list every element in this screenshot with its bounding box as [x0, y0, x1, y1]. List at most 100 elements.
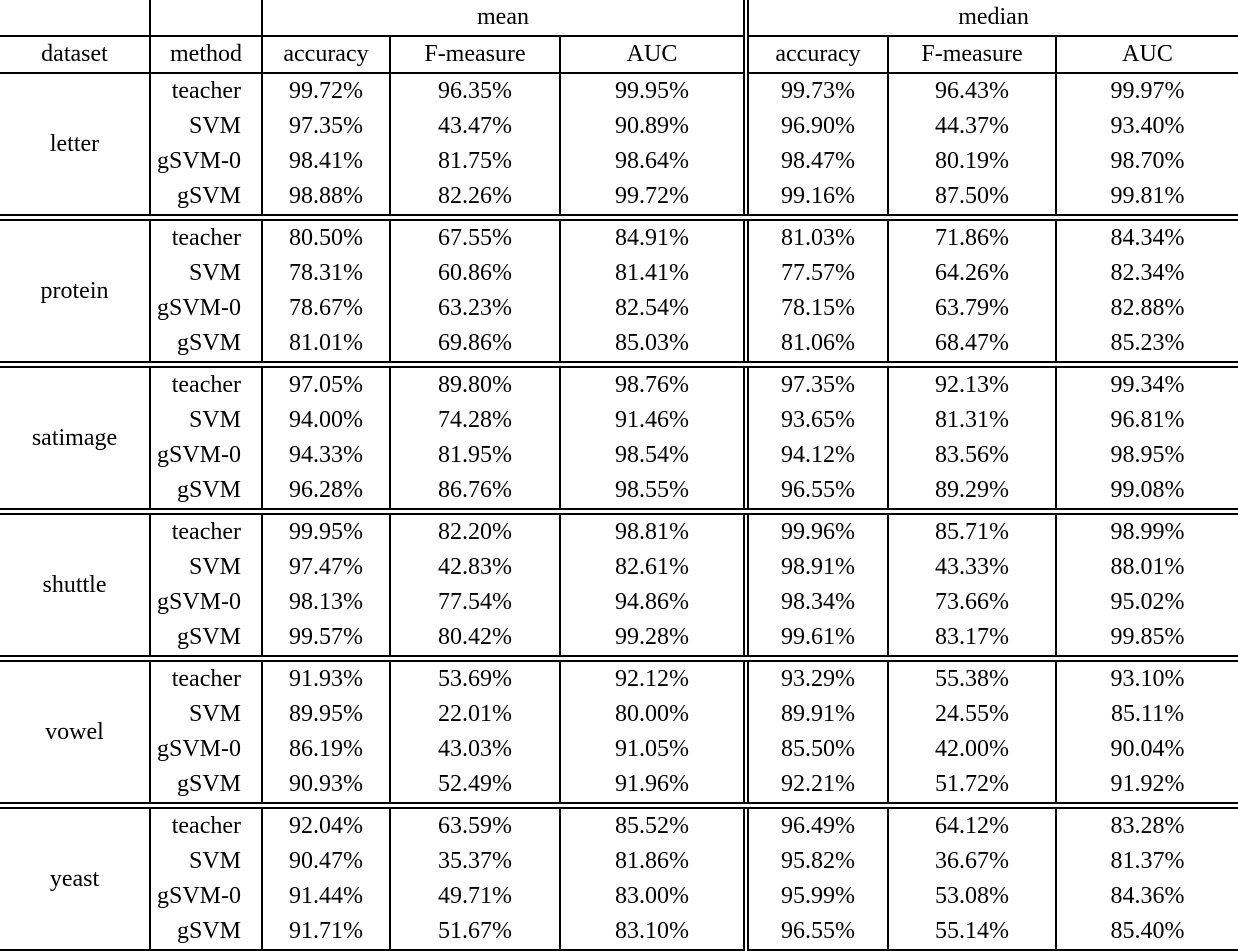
- metric-value: 81.41%: [558, 256, 747, 291]
- metric-value: 90.89%: [558, 109, 747, 144]
- method-label: gSVM: [149, 473, 262, 512]
- metric-value: 98.91%: [743, 550, 889, 585]
- table-header: mean median dataset method accuracy F-me…: [0, 0, 1238, 74]
- metric-value: 86.19%: [261, 732, 390, 767]
- method-label: gSVM: [149, 767, 262, 806]
- metric-value: 99.08%: [1055, 473, 1238, 512]
- table-row: gSVM-0 98.41% 81.75% 98.64% 98.47% 80.19% 98.7…: [0, 144, 1238, 179]
- metric-value: 83.17%: [887, 620, 1057, 659]
- method-label: SVM: [149, 256, 262, 291]
- method-label: SVM: [149, 403, 262, 438]
- metric-value: 63.23%: [389, 291, 560, 326]
- metric-value: 99.95%: [261, 508, 390, 550]
- metric-value: 98.64%: [558, 144, 747, 179]
- metric-value: 99.97%: [1055, 73, 1238, 109]
- table-row: letter teacher 99.72% 96.35% 99.95% 99.73% 96.…: [0, 73, 1238, 157]
- method-label: gSVM: [149, 620, 262, 659]
- dataset-label: vowel: [0, 655, 150, 806]
- metric-value: 97.35%: [261, 109, 390, 144]
- metric-value: 63.79%: [887, 291, 1057, 326]
- metric-value: 96.28%: [261, 473, 390, 512]
- metric-value: 92.13%: [887, 361, 1057, 403]
- dataset-label: protein: [0, 214, 150, 365]
- metric-value: 98.70%: [1055, 144, 1238, 179]
- metric-value: 81.95%: [389, 438, 560, 473]
- column-header-method: method: [149, 36, 262, 74]
- metric-value: 42.83%: [389, 550, 560, 585]
- metric-value: 36.67%: [887, 844, 1057, 879]
- method-label: gSVM-0: [149, 732, 262, 767]
- metric-value: 84.36%: [1055, 879, 1238, 914]
- dataset-label: satimage: [0, 361, 150, 512]
- metric-value: 83.56%: [887, 438, 1057, 473]
- metric-value: 98.13%: [261, 585, 390, 620]
- method-label: SVM: [149, 844, 262, 879]
- metric-value: 43.03%: [389, 732, 560, 767]
- metric-value: 96.35%: [389, 73, 560, 109]
- metric-value: 85.40%: [1055, 914, 1238, 950]
- blank-cell: [149, 0, 262, 37]
- method-label: gSVM-0: [149, 585, 262, 620]
- metric-value: 93.29%: [743, 655, 889, 697]
- metric-value: 91.96%: [558, 767, 747, 806]
- metric-value: 86.76%: [389, 473, 560, 512]
- metric-value: 78.31%: [261, 256, 390, 291]
- method-label: gSVM-0: [149, 879, 262, 914]
- metric-value: 98.76%: [558, 361, 747, 403]
- metric-value: 99.28%: [558, 620, 747, 659]
- metric-value: 43.33%: [887, 550, 1057, 585]
- method-label: gSVM-0: [149, 438, 262, 473]
- method-label: SVM: [149, 550, 262, 585]
- metric-value: 55.38%: [887, 655, 1057, 697]
- table-row: gSVM 96.28% 86.76% 98.55% 96.55% 89.29% 99.08%: [0, 473, 1238, 512]
- metric-value: 60.86%: [389, 256, 560, 291]
- table-row: gSVM-0 78.67% 63.23% 82.54% 78.15% 63.79% 82.8…: [0, 291, 1238, 326]
- metric-value: 42.00%: [887, 732, 1057, 767]
- metric-value: 85.50%: [743, 732, 889, 767]
- metric-value: 80.00%: [558, 697, 747, 732]
- metric-value: 96.49%: [743, 802, 889, 844]
- metric-value: 95.02%: [1055, 585, 1238, 620]
- metric-value: 89.95%: [261, 697, 390, 732]
- metric-value: 83.28%: [1055, 802, 1238, 844]
- table-row: gSVM 99.57% 80.42% 99.28% 99.61% 83.17% 99.85%: [0, 620, 1238, 659]
- metric-value: 99.73%: [743, 73, 889, 109]
- metric-value: 52.49%: [389, 767, 560, 806]
- method-label: gSVM: [149, 179, 262, 218]
- metric-value: 98.47%: [743, 144, 889, 179]
- metric-value: 69.86%: [389, 326, 560, 365]
- metric-value: 95.99%: [743, 879, 889, 914]
- metric-value: 88.01%: [1055, 550, 1238, 585]
- table-row: vowel teacher 91.93% 53.69% 92.12% 93.29% 55.3…: [0, 655, 1238, 806]
- table-row: gSVM 91.71% 51.67% 83.10% 96.55% 55.14% 85.40%: [0, 914, 1238, 950]
- metric-value: 94.12%: [743, 438, 889, 473]
- metric-value: 96.55%: [743, 473, 889, 512]
- metric-value: 99.57%: [261, 620, 390, 659]
- metric-value: 22.01%: [389, 697, 560, 732]
- table-row: gSVM 81.01% 69.86% 85.03% 81.06% 68.47% 85.23%: [0, 326, 1238, 365]
- metric-value: 85.11%: [1055, 697, 1238, 732]
- metric-value: 89.29%: [887, 473, 1057, 512]
- method-label: gSVM-0: [149, 291, 262, 326]
- metric-value: 81.06%: [743, 326, 889, 365]
- method-label: SVM: [149, 697, 262, 732]
- metric-value: 77.57%: [743, 256, 889, 291]
- metric-value: 91.46%: [558, 403, 747, 438]
- metric-value: 44.37%: [887, 109, 1057, 144]
- metric-value: 81.01%: [261, 326, 390, 365]
- metric-value: 99.61%: [743, 620, 889, 659]
- metric-value: 82.61%: [558, 550, 747, 585]
- metric-value: 83.10%: [558, 914, 747, 950]
- metric-value: 89.80%: [389, 361, 560, 403]
- metric-value: 82.26%: [389, 179, 560, 218]
- metric-value: 51.67%: [389, 914, 560, 950]
- metric-value: 95.82%: [743, 844, 889, 879]
- metric-value: 98.54%: [558, 438, 747, 473]
- metric-value: 74.28%: [389, 403, 560, 438]
- metric-value: 55.14%: [887, 914, 1057, 950]
- table-row: gSVM 98.88% 82.26% 99.72% 99.16% 87.50% 99.81%: [0, 179, 1238, 218]
- metric-value: 78.15%: [743, 291, 889, 326]
- metric-value: 92.21%: [743, 767, 889, 806]
- metric-value: 99.95%: [558, 73, 747, 109]
